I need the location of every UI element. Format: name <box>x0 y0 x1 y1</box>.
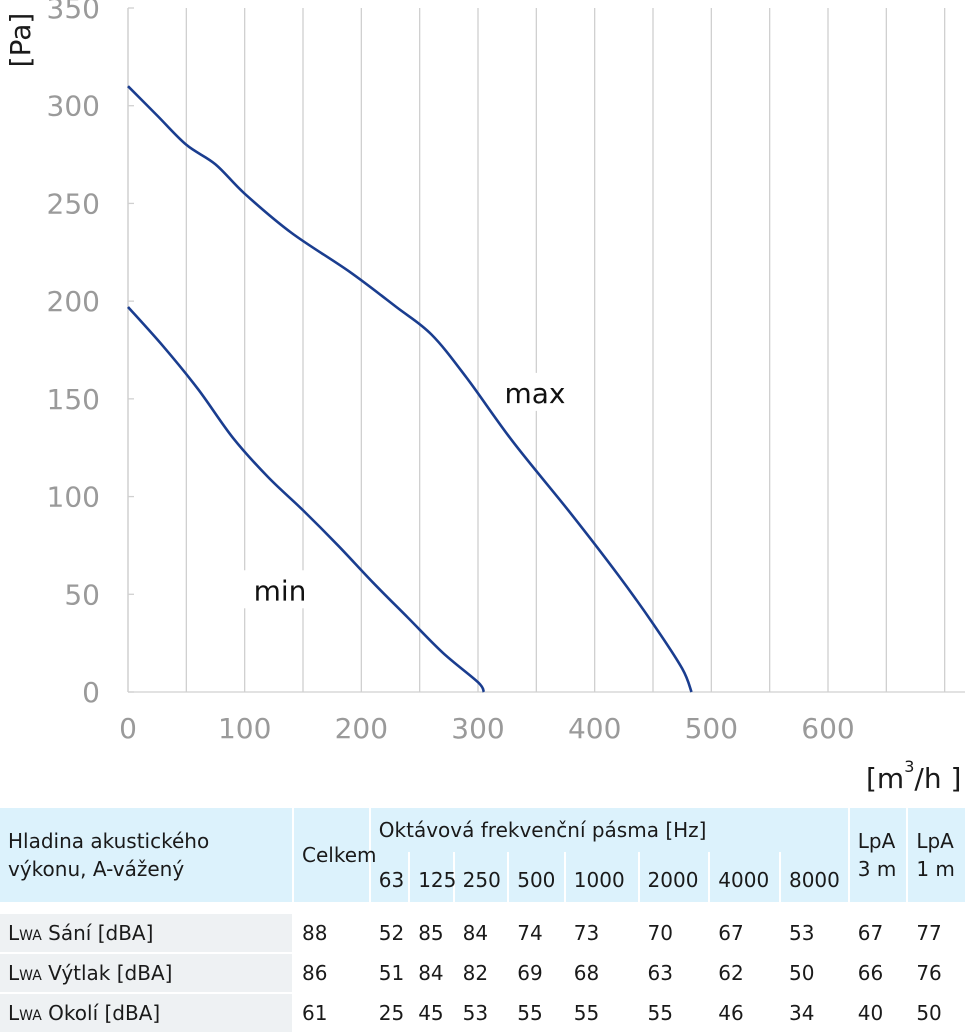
header-total: Celkem <box>293 808 377 902</box>
table-row: LWA Okolí [dBA] 61 25 45 53 55 55 55 46 34 40 50 <box>0 993 965 1034</box>
table-cell: 84 <box>453 914 510 954</box>
table-cell: 82 <box>453 953 510 994</box>
x-axis-label: [m3/h ] <box>866 757 961 795</box>
row-label-prefix: L <box>8 961 20 985</box>
header-lpa-3m: LpA 3 m <box>848 808 909 902</box>
row-label-text: Okolí [dBA] <box>41 1001 161 1025</box>
freq-500: 500 <box>508 852 566 902</box>
table-cell: 84 <box>409 953 455 994</box>
acoustic-table: Hladina akustického výkonu, A-vážený Cel… <box>0 808 965 1034</box>
table-cell: 55 <box>638 993 711 1034</box>
table-cell: 46 <box>709 993 781 1034</box>
table-cell: 45 <box>409 993 455 1034</box>
row-label: LWA Sání [dBA] <box>0 914 295 954</box>
y-tick-label: 150 <box>47 383 100 416</box>
table-cell: 53 <box>453 993 510 1034</box>
table-cell: 70 <box>638 914 711 954</box>
curve-label-bg <box>242 570 318 609</box>
table-cell: 50 <box>907 993 965 1034</box>
table-cell: 40 <box>848 993 909 1034</box>
row-label-text: Výtlak [dBA] <box>41 961 173 985</box>
table-cell: 73 <box>564 914 640 954</box>
table-cell: 85 <box>409 914 455 954</box>
curve-min <box>127 306 486 693</box>
x-axis-ticks: 0 100 200 300 400 500 600 <box>119 712 855 745</box>
table-cell: 25 <box>369 993 411 1034</box>
row-label: LWA Výtlak [dBA] <box>0 953 295 994</box>
x-tick-label: 200 <box>335 712 388 745</box>
table-cell: 66 <box>848 953 909 994</box>
row-label: LWA Okolí [dBA] <box>0 993 295 1034</box>
table-cell: 61 <box>293 993 371 1034</box>
y-tick-label: 300 <box>47 90 100 123</box>
y-axis-ticks: 0 50 100 150 200 250 300 350 <box>47 0 134 709</box>
row-label-text: Sání [dBA] <box>41 921 154 945</box>
table-cell: 77 <box>907 914 965 954</box>
x-axis-label-tail: /h ] <box>914 762 961 795</box>
y-tick-label: 350 <box>47 0 100 25</box>
table-cell: 88 <box>293 914 371 954</box>
table-cell: 86 <box>293 953 371 994</box>
curve-label-min: min <box>254 574 307 607</box>
table-cell: 63 <box>638 953 711 994</box>
table-cell: 68 <box>564 953 640 994</box>
table-cell: 62 <box>709 953 781 994</box>
table-cell: 69 <box>508 953 566 994</box>
curve-label-bg <box>497 372 573 411</box>
x-tick-label: 0 <box>119 712 137 745</box>
table-cell: 53 <box>779 914 850 954</box>
y-tick-label: 50 <box>64 578 100 611</box>
table-row: LWA Výtlak [dBA] 86 51 84 82 69 68 63 62 50 66 76 <box>0 953 965 994</box>
x-tick-label: 600 <box>801 712 854 745</box>
y-tick-label: 200 <box>47 285 100 318</box>
y-axis-label: [Pa] <box>4 13 37 68</box>
table-cell: 50 <box>779 953 850 994</box>
row-label-subscript: WA <box>19 928 42 944</box>
row-label-prefix: L <box>8 921 20 945</box>
row-label-prefix: L <box>8 1001 20 1025</box>
curve-label-max: max <box>504 377 565 410</box>
header-lpa-1m: LpA 1 m <box>907 808 965 902</box>
x-tick-label: 400 <box>568 712 621 745</box>
y-tick-label: 250 <box>47 187 100 220</box>
table-cell: 51 <box>369 953 411 994</box>
header-label: Hladina akustického výkonu, A-vážený <box>0 808 295 902</box>
table-cell: 67 <box>848 914 909 954</box>
freq-63: 63 <box>369 852 411 902</box>
table-cell: 52 <box>369 914 411 954</box>
table-row: LWA Sání [dBA] 88 52 85 84 74 73 70 67 53 67 77 <box>0 914 965 954</box>
performance-chart: 0 50 100 150 200 250 300 350 0 100 200 300 400 500 60… <box>4 0 965 795</box>
table-cell: 55 <box>508 993 566 1034</box>
x-tick-label: 500 <box>685 712 738 745</box>
curve-max <box>127 85 693 693</box>
x-axis-label-sup: 3 <box>904 757 914 776</box>
header-octave: Oktávová frekvenční pásma [Hz] <box>369 808 850 852</box>
table-cell: 55 <box>564 993 640 1034</box>
freq-8000: 8000 <box>779 852 850 902</box>
y-tick-label: 100 <box>47 481 100 514</box>
freq-125: 125 <box>409 852 456 902</box>
table-cell: 74 <box>508 914 566 954</box>
table-cell: 34 <box>779 993 850 1034</box>
x-tick-label: 100 <box>218 712 271 745</box>
row-label-subscript: WA <box>19 1008 42 1024</box>
freq-2000: 2000 <box>638 852 711 902</box>
grid <box>127 8 965 693</box>
freq-250: 250 <box>453 852 510 902</box>
curves: max min <box>127 85 693 693</box>
freq-1000: 1000 <box>564 852 640 902</box>
table-body: LWA Sání [dBA] 88 52 85 84 74 73 70 67 53 67 77 LWA … <box>0 902 965 1034</box>
y-tick-label: 0 <box>82 676 100 709</box>
x-axis-label-base: [m <box>866 762 904 795</box>
x-tick-label: 300 <box>451 712 504 745</box>
row-label-subscript: WA <box>19 968 42 984</box>
freq-4000: 4000 <box>709 852 781 902</box>
table-cell: 67 <box>709 914 781 954</box>
table-cell: 76 <box>907 953 965 994</box>
